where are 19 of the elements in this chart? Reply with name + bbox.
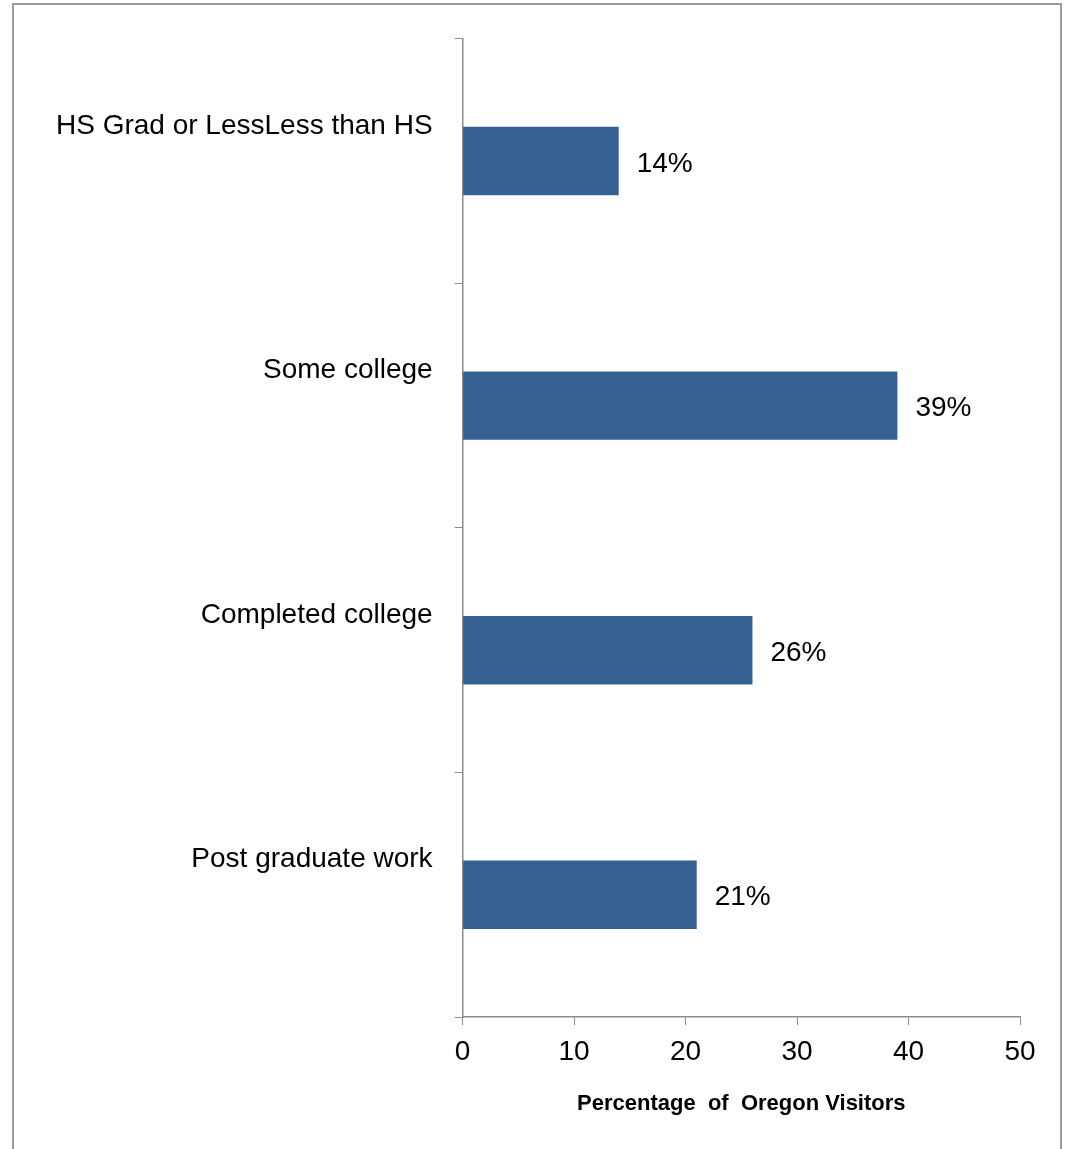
x-tick-label: 50 [1004, 1034, 1036, 1066]
data-label: 39% [915, 391, 972, 423]
x-tick-label: 40 [892, 1034, 925, 1066]
x-tick-label: 10 [558, 1034, 590, 1066]
bar [463, 371, 898, 440]
bar [463, 860, 697, 929]
y-tick-label: HS Grad or LessLess than HS [55, 108, 433, 140]
data-label: 21% [714, 880, 771, 912]
y-tick-label: Some college [262, 353, 433, 385]
x-tick-label: 20 [669, 1034, 702, 1066]
bar [463, 126, 619, 196]
y-tick-label: Completed college [200, 597, 433, 629]
bar [463, 615, 753, 685]
data-label: 14% [636, 146, 693, 178]
x-tick-label: 30 [781, 1034, 813, 1066]
x-axis-title: Percentage of Oregon Visitors [577, 1089, 906, 1115]
x-tick-label: 0 [454, 1034, 471, 1066]
data-label: 26% [770, 635, 827, 667]
y-tick-label: Post graduate work [191, 842, 434, 874]
